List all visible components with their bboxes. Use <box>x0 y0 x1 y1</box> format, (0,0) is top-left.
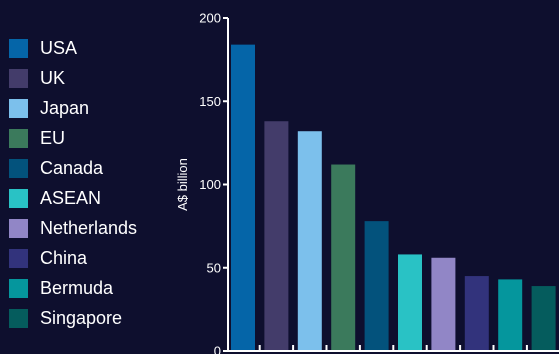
bar-bermuda <box>498 279 523 351</box>
legend-label: Netherlands <box>40 218 138 239</box>
legend-item: Canada <box>9 153 169 183</box>
legend-item: EU <box>9 123 169 153</box>
y-tick-label: 0 <box>214 344 221 354</box>
bar-china <box>464 276 489 351</box>
legend-swatch <box>9 309 28 329</box>
legend-item: USA <box>9 33 169 63</box>
legend-label: USA <box>40 37 78 58</box>
legend-label: UK <box>40 67 66 88</box>
legend-label: Bermuda <box>40 278 114 299</box>
bar-eu <box>331 164 356 351</box>
chart-legend: USA UK Japan EU Canada ASEAN Netherlands China B… <box>9 33 169 334</box>
legend-swatch <box>9 189 28 209</box>
legend-swatch <box>9 38 28 58</box>
legend-label: China <box>40 248 88 269</box>
legend-label: Canada <box>40 157 104 178</box>
legend-swatch <box>9 219 28 239</box>
y-tick-label: 150 <box>199 94 221 109</box>
legend-swatch <box>9 158 28 178</box>
bar-asean <box>398 254 422 351</box>
y-tick-label: 200 <box>199 11 221 26</box>
bar-singapore <box>531 286 556 351</box>
bar-usa <box>231 44 255 351</box>
legend-item: ASEAN <box>9 183 169 213</box>
legend-item: Netherlands <box>9 214 169 244</box>
legend-swatch <box>9 98 28 118</box>
bar-canada <box>364 221 389 351</box>
bar-netherlands <box>431 257 456 351</box>
legend-item: UK <box>9 63 169 93</box>
y-tick-label: 100 <box>199 177 221 192</box>
legend-label: Singapore <box>40 308 123 329</box>
legend-item: Japan <box>9 93 169 123</box>
legend-item: Bermuda <box>9 274 169 304</box>
legend-label: EU <box>40 127 66 148</box>
y-axis-ticks: 0 50 100 150 200 <box>199 11 228 354</box>
y-axis-title: A$ billion <box>175 158 190 211</box>
bar-uk <box>264 121 289 351</box>
legend-label: ASEAN <box>40 188 102 209</box>
legend-swatch <box>9 128 28 148</box>
bars <box>231 44 556 351</box>
legend-item: Singapore <box>9 304 169 334</box>
legend-label: Japan <box>40 97 90 118</box>
legend-item: China <box>9 244 169 274</box>
legend-swatch <box>9 279 28 299</box>
legend-swatch <box>9 249 28 269</box>
y-tick-label: 50 <box>207 260 221 275</box>
bar-japan <box>297 131 322 351</box>
legend-swatch <box>9 68 28 88</box>
